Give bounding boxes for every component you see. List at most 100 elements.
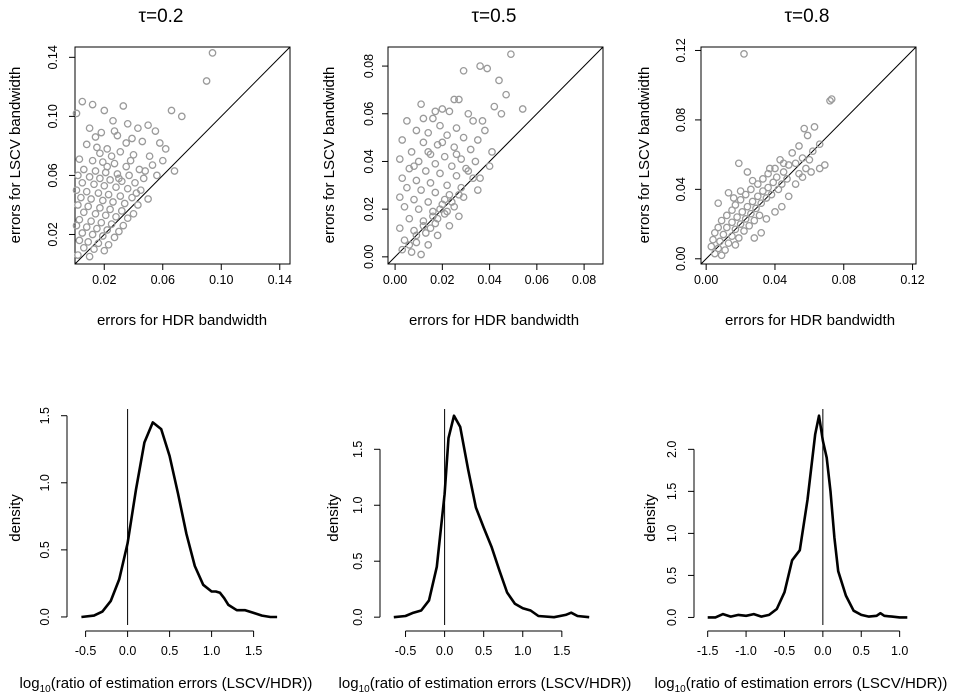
x-tick-label: 0.12 <box>900 273 924 287</box>
scatter-point <box>755 211 764 220</box>
scatter-point <box>455 212 463 221</box>
scatter-point <box>107 152 116 161</box>
y-tick-label: 1.0 <box>351 497 365 514</box>
scatter-point <box>419 138 428 147</box>
scatter-point <box>779 168 788 176</box>
scatter-point <box>123 214 132 223</box>
scatter-point <box>100 181 109 190</box>
scatter-point <box>724 239 733 248</box>
x-tick-label: 0.02 <box>92 273 116 287</box>
scatter-point <box>398 136 407 144</box>
density-curve <box>81 421 278 619</box>
scatter-point <box>721 246 729 254</box>
y-tick-label: 1.5 <box>351 441 365 458</box>
scatter-point <box>78 229 87 237</box>
y-tick-label: 2.0 <box>665 441 679 458</box>
x-tick-label: 0.06 <box>151 273 175 287</box>
scatter-point <box>100 246 109 255</box>
scatter-point <box>762 194 771 202</box>
scatter-point <box>743 168 752 176</box>
scatter-point <box>734 159 743 168</box>
scatter-point <box>426 179 435 187</box>
scatter-point <box>478 117 487 125</box>
scatter-point <box>106 205 114 214</box>
scatter-point <box>97 218 106 227</box>
scatter-point <box>429 207 437 216</box>
x-tick-label: 1.5 <box>245 644 262 658</box>
scatter-point <box>145 152 154 161</box>
x-tick-label: 0.0 <box>814 644 831 658</box>
scatter-point <box>445 190 454 199</box>
scatter-point <box>419 221 428 230</box>
scatter-point <box>473 186 482 194</box>
y-axis-label: density <box>642 494 659 542</box>
axis-ticks: 0.00 0.04 0.08 0.12 0.00 0.04 0.08 0.12 <box>674 38 925 287</box>
scatter-point <box>410 195 418 204</box>
scatter-point <box>791 180 800 188</box>
scatter-point <box>765 164 774 173</box>
scatter-point <box>722 223 731 232</box>
scatter-point <box>728 206 736 215</box>
scatter-point <box>417 250 425 259</box>
x-tick-label: -1.5 <box>697 644 719 658</box>
scatter-point <box>471 157 480 166</box>
scatter-point <box>436 121 444 130</box>
y-tick-label: 0.0 <box>665 609 679 626</box>
scatter-point <box>79 165 88 174</box>
scatter-point <box>436 169 444 178</box>
x-tick-label: 0.02 <box>430 273 454 287</box>
scatter-point <box>469 117 477 125</box>
scatter-point <box>144 121 152 130</box>
y-tick-label: 0.5 <box>38 541 52 558</box>
scatter-point <box>398 174 407 183</box>
x-tick-label: 0.04 <box>763 273 787 287</box>
scatter-point <box>74 171 82 180</box>
y-tick-label: 0.00 <box>362 245 376 269</box>
scatter-point <box>426 150 435 159</box>
scatter-point <box>707 242 716 251</box>
scatter-point <box>757 228 766 237</box>
y-tick-label: 0.02 <box>362 197 376 221</box>
y-tick-label: 0.04 <box>674 177 688 201</box>
scatter-point <box>497 109 506 118</box>
scatter-points <box>700 46 917 265</box>
scatter-point <box>445 107 454 116</box>
scatter-point <box>407 148 416 156</box>
scatter-point <box>85 173 94 181</box>
scatter-point <box>747 185 755 194</box>
scatter-point <box>740 50 748 58</box>
y-axis-label: errors for LSCV bandwidth <box>636 67 653 244</box>
axis-ticks: -0.5 0.0 0.5 1.0 1.5 0.0 0.5 1.0 1.5 <box>38 407 262 658</box>
scatter-point <box>808 147 817 156</box>
scatter-point <box>457 183 466 192</box>
y-axis-label: density <box>325 494 342 542</box>
scatter-point <box>431 159 440 168</box>
axis-ticks: 0.00 0.02 0.04 0.06 0.08 0.00 0.02 0.04 0.06 0.08 <box>362 54 596 287</box>
scatter-point <box>88 230 97 239</box>
x-tick-label: 0.0 <box>119 644 136 658</box>
scatter-point <box>466 145 475 154</box>
x-tick-label: 0.00 <box>383 273 407 287</box>
scatter-point <box>779 159 788 168</box>
scatter-point <box>736 187 745 195</box>
scatter-point <box>771 208 779 216</box>
scatter-point <box>827 95 836 103</box>
scatter-point <box>774 185 783 194</box>
scatter-point <box>431 107 440 116</box>
x-tick-label: 1.5 <box>553 644 570 658</box>
scatter-point <box>96 174 104 183</box>
scatter-point <box>400 202 409 211</box>
axis-ticks: 0.02 0.06 0.10 0.14 0.02 0.06 0.10 0.14 <box>46 45 292 287</box>
scatter-panel-tau-0.8: τ=0.8 0.00 0.04 0.08 0.12 0.00 0.04 0.08 0.12 e… <box>636 6 925 329</box>
x-tick-label: -0.5 <box>395 644 417 658</box>
scatter-point <box>784 192 793 201</box>
scatter-point <box>740 227 748 235</box>
scatter-point <box>714 244 723 253</box>
scatter-point <box>710 249 719 258</box>
scatter-point <box>440 210 449 218</box>
scatter-point <box>455 95 463 104</box>
scatter-point <box>455 190 463 199</box>
scatter-point <box>826 96 834 105</box>
scatter-point <box>714 223 723 232</box>
scatter-point <box>94 189 103 197</box>
